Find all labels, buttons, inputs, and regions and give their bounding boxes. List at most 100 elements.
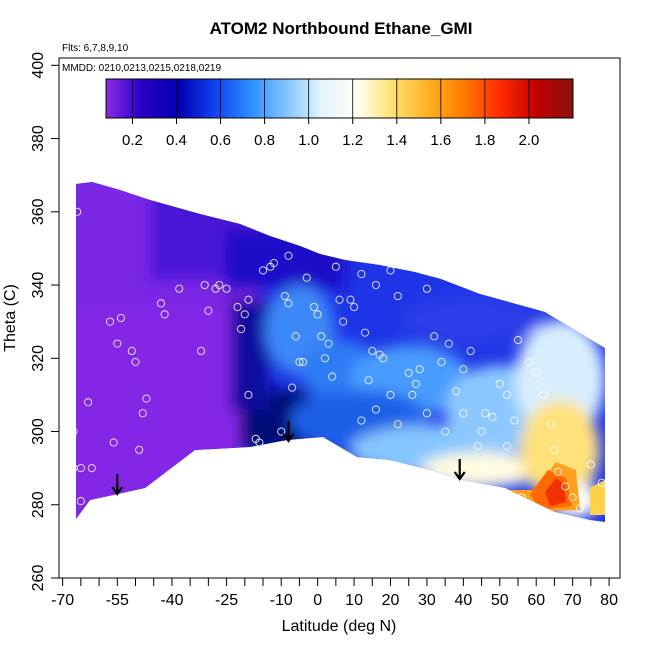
hotspot-red xyxy=(545,478,566,506)
observation-circle xyxy=(532,504,541,513)
observation-circle xyxy=(291,332,300,341)
observation-circle xyxy=(295,357,304,366)
observation-circle xyxy=(510,416,519,425)
hotspot-yellow-edge xyxy=(590,480,605,515)
observation-circle xyxy=(175,284,184,293)
observation-circle xyxy=(452,387,461,396)
flight-arrow-head xyxy=(453,471,466,481)
heatmap-field xyxy=(76,182,605,522)
observation-circle xyxy=(404,368,413,377)
observation-circle xyxy=(568,493,577,502)
x-tick-label: 50 xyxy=(491,592,509,609)
observation-circle xyxy=(459,409,468,418)
observation-circle xyxy=(503,390,512,399)
observation-circle xyxy=(76,464,85,473)
x-tick-label: -55 xyxy=(106,592,129,609)
observation-points xyxy=(65,207,621,528)
x-tick-label: 40 xyxy=(454,592,472,609)
colorbar-tick-label: 2.0 xyxy=(519,132,540,149)
observation-circle xyxy=(73,207,82,216)
x-tick-label: -70 xyxy=(51,592,74,609)
observation-circle xyxy=(612,445,621,454)
y-tick-label: 360 xyxy=(30,198,47,225)
observation-circle xyxy=(561,482,570,491)
x-tick-label: -10 xyxy=(270,592,293,609)
x-tick-label: -25 xyxy=(215,592,238,609)
observation-circle xyxy=(554,467,563,476)
observation-circle xyxy=(244,295,253,304)
observation-circle xyxy=(127,346,136,356)
observation-circle xyxy=(360,328,370,337)
y-axis-label: Theta (C) xyxy=(2,284,19,352)
flight-arrow-head xyxy=(111,486,124,496)
observation-circle xyxy=(324,339,333,348)
y-tick-label: 380 xyxy=(30,125,47,152)
y-tick-label: 300 xyxy=(30,418,47,445)
x-tick-label: 0 xyxy=(313,592,322,609)
observation-circle xyxy=(215,280,224,290)
colorbar-tick-label: 0.4 xyxy=(166,132,187,149)
observation-circle xyxy=(444,339,453,348)
observation-circle xyxy=(586,460,595,469)
observation-circle xyxy=(328,372,337,381)
observation-circle xyxy=(284,251,293,260)
observation-circle xyxy=(415,365,424,374)
x-axis-label: Latitude (deg N) xyxy=(282,618,397,635)
observation-circle xyxy=(411,379,421,388)
x-tick-label: -40 xyxy=(160,592,183,609)
colorbar-tick-label: 1.2 xyxy=(342,132,363,149)
observation-circle xyxy=(473,442,482,451)
observation-circle xyxy=(441,427,450,436)
colorbar-tick-label: 0.6 xyxy=(210,132,231,149)
observation-circle xyxy=(138,409,147,418)
observation-circle xyxy=(546,420,555,429)
x-tick-label: 70 xyxy=(564,592,582,609)
observation-circle xyxy=(331,262,340,271)
observation-circle xyxy=(379,354,388,363)
observation-circle xyxy=(386,266,395,275)
observation-circle xyxy=(459,365,468,374)
observation-circle xyxy=(200,280,209,290)
observation-circle xyxy=(539,390,548,399)
y-axis: 260 280 300 320 340 360 380 400 xyxy=(30,52,59,591)
observation-circle xyxy=(131,357,140,366)
observation-circle xyxy=(368,346,377,356)
colorbar-tick-label: 0.2 xyxy=(122,132,143,149)
observation-circle xyxy=(240,310,249,319)
observation-circle xyxy=(575,504,584,513)
observation-circle xyxy=(244,390,253,399)
observation-circle xyxy=(113,339,122,348)
observation-circle xyxy=(135,445,144,454)
observation-circle xyxy=(543,511,552,520)
observation-circle xyxy=(284,299,293,308)
observation-circle xyxy=(517,493,526,502)
observation-circle xyxy=(317,332,326,341)
observation-circle xyxy=(408,390,417,399)
colorbar-tick-label: 0.8 xyxy=(254,132,275,149)
observation-circle xyxy=(65,299,74,308)
observation-circle xyxy=(503,442,512,451)
observation-circle xyxy=(280,291,289,301)
observation-circle xyxy=(87,464,96,473)
blob-dark-blue-upper xyxy=(225,230,345,290)
y-tick-label: 340 xyxy=(30,272,47,299)
observation-circle xyxy=(437,357,446,366)
observation-circle xyxy=(160,310,169,319)
observation-circle xyxy=(357,416,366,425)
observation-circle xyxy=(481,460,490,469)
observation-circle xyxy=(550,445,559,454)
x-tick-label: 30 xyxy=(418,592,436,609)
observation-circle xyxy=(357,270,366,279)
x-tick-label: 60 xyxy=(527,592,545,609)
observation-circle xyxy=(605,346,614,356)
observation-circle xyxy=(371,280,380,290)
dates-subtitle: MMDD: 0210,0213,0215,0218,0219 xyxy=(62,63,221,74)
observation-circle xyxy=(204,306,213,315)
observation-circle xyxy=(258,266,268,275)
colorbar-tick-label: 1.8 xyxy=(474,132,495,149)
observation-circle xyxy=(277,427,286,436)
observation-circle xyxy=(495,379,504,388)
flight-arrow-head xyxy=(282,433,295,443)
observation-circle xyxy=(386,390,395,399)
observation-circle xyxy=(109,438,118,447)
